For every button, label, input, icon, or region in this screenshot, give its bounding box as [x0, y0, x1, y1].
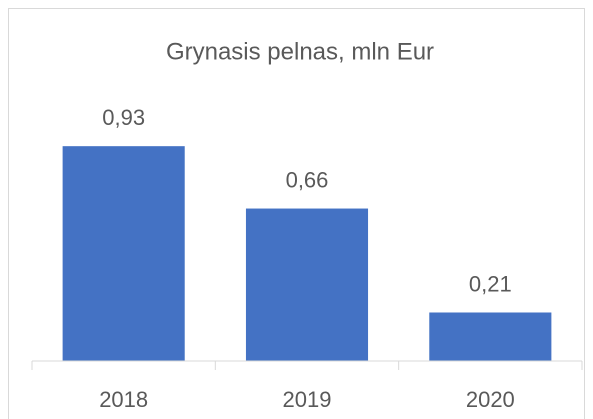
bar	[429, 312, 552, 361]
chart-title: Grynasis pelnas, mln Eur	[166, 38, 434, 65]
x-tick-label: 2020	[466, 387, 515, 412]
data-label: 0,93	[102, 105, 145, 130]
x-tick-label: 2019	[283, 387, 332, 412]
data-label: 0,21	[469, 271, 512, 296]
bar	[245, 208, 369, 361]
bar	[62, 146, 185, 361]
data-label: 0,66	[286, 167, 329, 192]
x-tick-label: 2018	[99, 387, 148, 412]
